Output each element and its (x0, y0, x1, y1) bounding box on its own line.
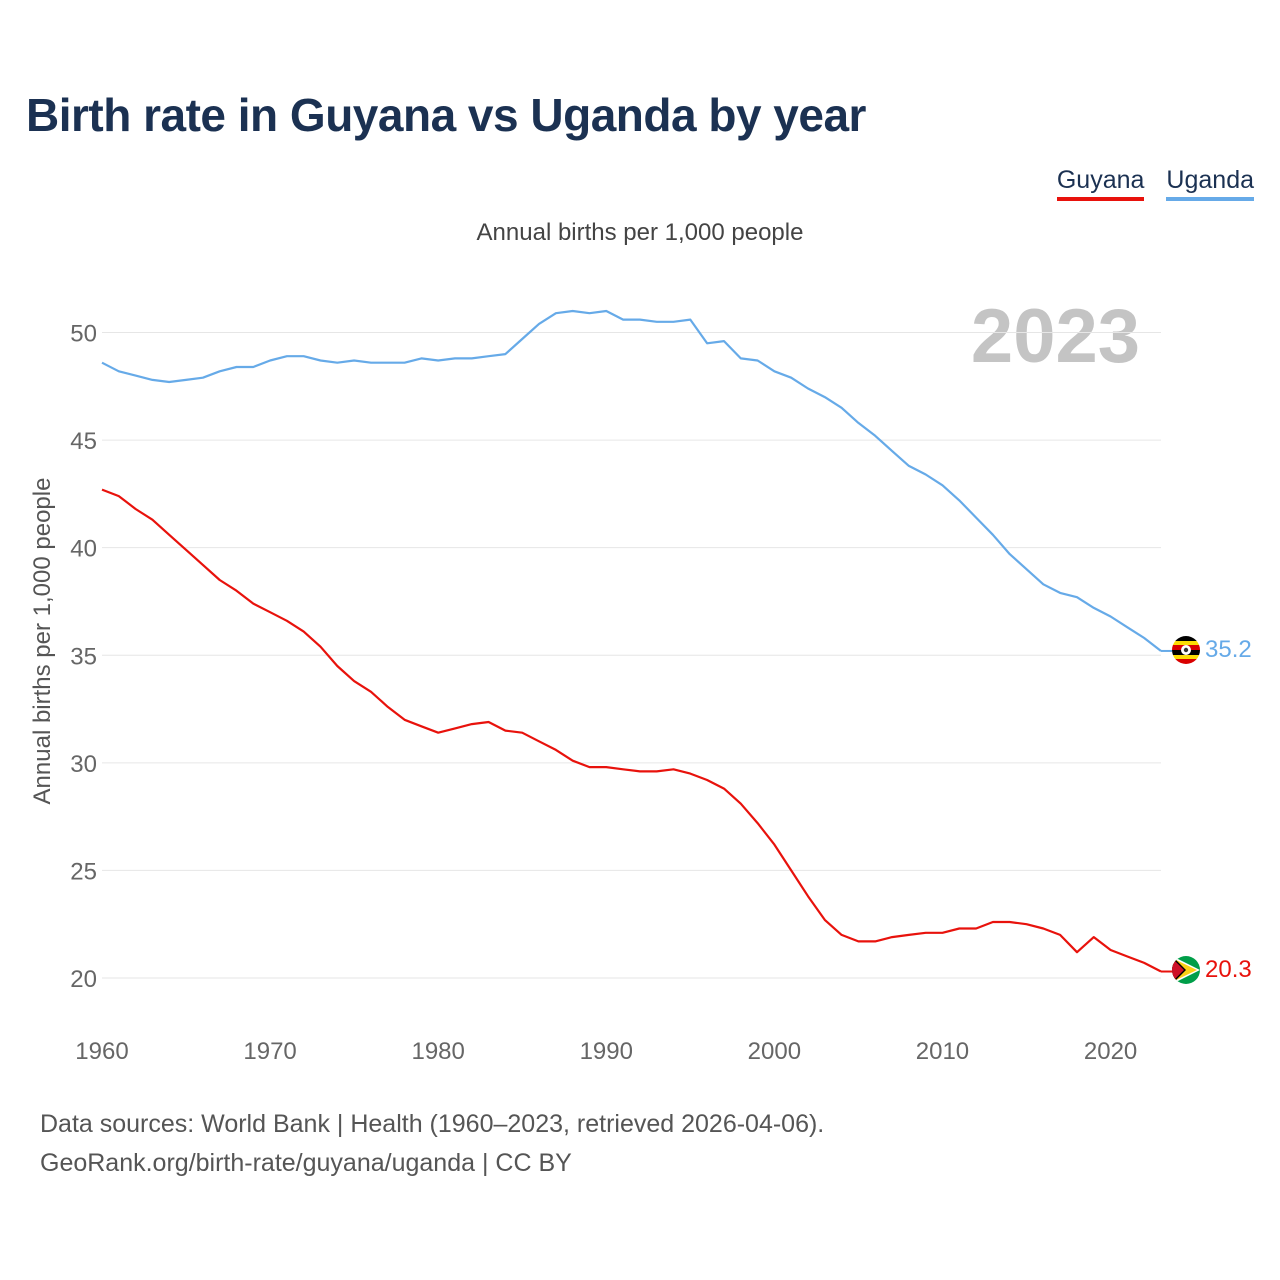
x-axis: 1960 1970 1980 1990 2000 2010 2020 (75, 1038, 1137, 1065)
y-axis: 20 25 30 35 40 45 50 (70, 321, 97, 993)
gridlines (102, 332, 1161, 979)
chart-title: Birth rate in Guyana vs Uganda by year (26, 89, 866, 141)
x-tick-label-1960: 1960 (75, 1038, 128, 1065)
series-lines (101, 309, 1172, 973)
series-line-uganda (101, 309, 1162, 652)
y-tick-label-50: 50 (70, 321, 97, 348)
guyana-end-value-label: 20.3 (1205, 956, 1252, 983)
uganda-flag-icon (1172, 636, 1200, 664)
y-tick-label-40: 40 (70, 536, 97, 563)
y-tick-label-35: 35 (70, 643, 97, 670)
x-tick-label-2000: 2000 (748, 1038, 801, 1065)
year-watermark: 2023 (971, 294, 1140, 379)
legend: Guyana Uganda (1056, 166, 1254, 201)
source-note: Data sources: World Bank | Health (1960–… (40, 1105, 824, 1183)
line-chart: Annual births per 1,000 people 2023 Annu… (29, 219, 1252, 1065)
y-tick-label-30: 30 (70, 751, 97, 778)
x-tick-label-1980: 1980 (411, 1038, 464, 1065)
guyana-flag-icon (1172, 956, 1200, 984)
series-line-guyana (101, 488, 1162, 973)
uganda-end-value-label: 35.2 (1205, 636, 1252, 663)
y-tick-label-25: 25 (70, 858, 97, 885)
source-line-2[interactable]: GeoRank.org/birth-rate/guyana/uganda | C… (40, 1149, 572, 1177)
x-tick-label-1990: 1990 (580, 1038, 633, 1065)
x-tick-label-1970: 1970 (243, 1038, 296, 1065)
y-axis-label: Annual births per 1,000 people (29, 478, 56, 805)
y-tick-label-20: 20 (70, 966, 97, 993)
source-line-1: Data sources: World Bank | Health (1960–… (40, 1110, 825, 1138)
legend-item-guyana[interactable]: Guyana (1056, 166, 1145, 201)
chart-subtitle: Annual births per 1,000 people (477, 219, 804, 246)
legend-item-uganda[interactable]: Uganda (1166, 166, 1254, 201)
x-tick-label-2020: 2020 (1084, 1038, 1137, 1065)
y-tick-label-45: 45 (70, 428, 97, 455)
x-tick-label-2010: 2010 (916, 1038, 969, 1065)
